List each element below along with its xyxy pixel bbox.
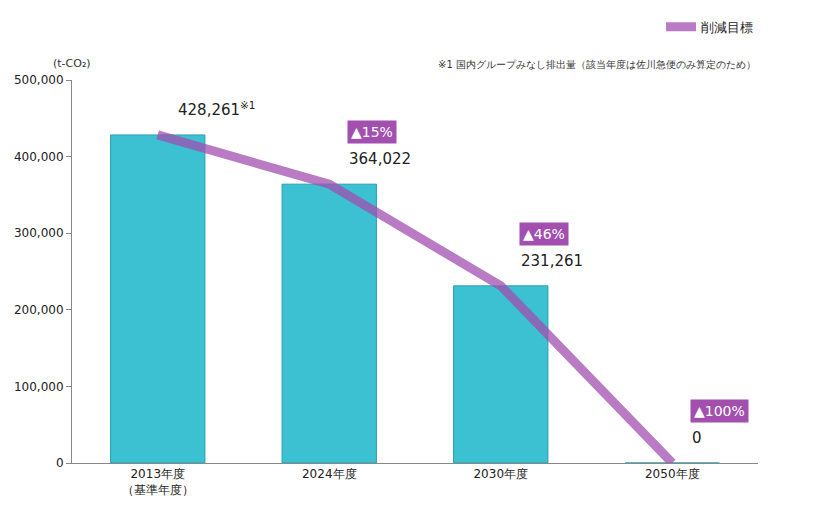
svg-text:400,000: 400,000	[14, 150, 64, 164]
svg-text:500,000: 500,000	[14, 73, 64, 87]
svg-text:100,000: 100,000	[14, 380, 64, 394]
svg-text:※1 国内グループみなし排出量（該当年度は佐川急便のみ算定の: ※1 国内グループみなし排出量（該当年度は佐川急便のみ算定のため）	[438, 59, 756, 70]
svg-text:300,000: 300,000	[14, 226, 64, 240]
svg-text:▲15%: ▲15%	[351, 124, 393, 140]
svg-text:2013年度（基準年度）: 2013年度（基準年度）	[122, 467, 194, 497]
svg-text:2024年度: 2024年度	[302, 467, 357, 481]
svg-text:2050年度: 2050年度	[645, 467, 700, 481]
svg-text:0: 0	[56, 456, 64, 470]
svg-text:0: 0	[692, 429, 702, 447]
svg-text:200,000: 200,000	[14, 303, 64, 317]
svg-text:▲46%: ▲46%	[523, 226, 565, 242]
svg-text:▲100%: ▲100%	[694, 403, 745, 419]
svg-text:428,261​※1​: 428,261​※1​	[178, 99, 256, 119]
svg-text:231,261: 231,261	[521, 252, 583, 270]
svg-text:削減目標: 削減目標	[701, 20, 753, 35]
svg-text:364,022: 364,022	[349, 150, 411, 168]
svg-text:(t-CO₂): (t-CO₂)	[53, 57, 91, 70]
svg-text:2030年度: 2030年度	[473, 467, 528, 481]
